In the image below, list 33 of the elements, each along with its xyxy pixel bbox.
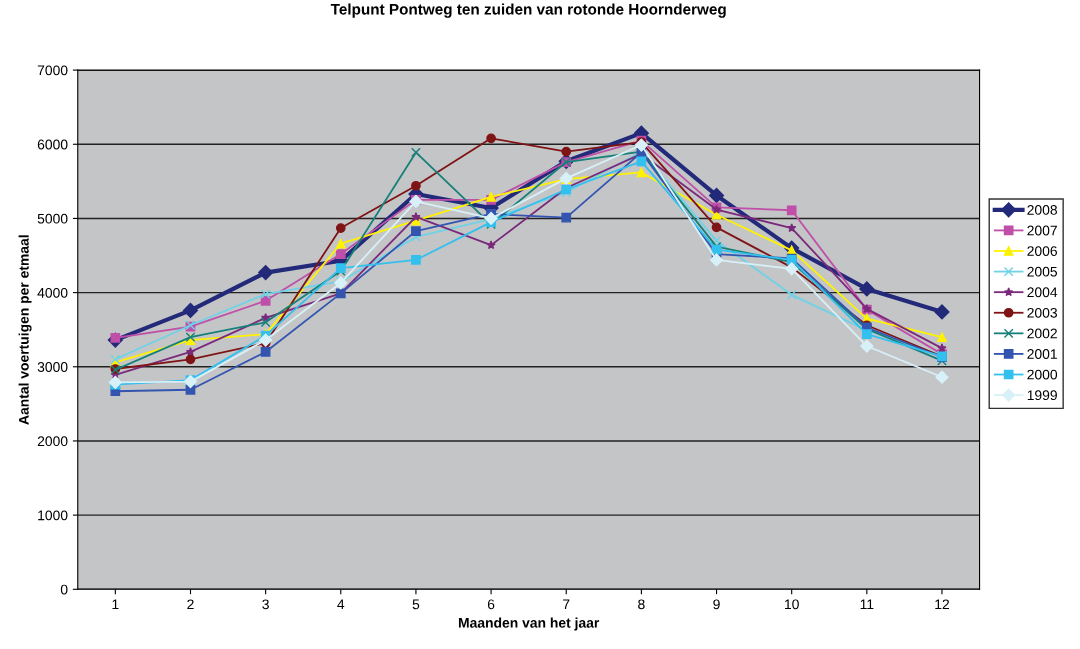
x-axis-title: Maanden van het jaar <box>458 617 600 631</box>
y-tick-label: 6000 <box>37 139 68 150</box>
legend-label: 2006 <box>1027 246 1057 256</box>
x-tick-label: 1 <box>112 599 119 610</box>
legend-label: 2001 <box>1027 349 1057 359</box>
y-tick-label: 2000 <box>37 436 68 447</box>
x-tick-label: 9 <box>713 599 720 610</box>
legend-label: 2000 <box>1027 369 1058 380</box>
legend-label: 2004 <box>1027 287 1058 298</box>
x-tick-label: 6 <box>487 599 495 610</box>
y-tick-label: 4000 <box>37 287 68 298</box>
legend-label: 2002 <box>1027 328 1057 339</box>
x-tick-label: 3 <box>262 599 269 610</box>
y-tick-label: 1000 <box>38 510 68 521</box>
chart-title: Telpunt Pontweg ten zuiden van rotonde Hoornderweg <box>330 3 726 18</box>
legend-label: 2008 <box>1027 204 1057 215</box>
legend-label: 2007 <box>1027 225 1057 236</box>
y-tick-label: 0 <box>60 584 68 595</box>
x-tick-label: 2 <box>187 599 194 610</box>
x-tick-label: 11 <box>860 599 874 610</box>
legend-label: 2005 <box>1027 266 1058 277</box>
y-tick-label: 3000 <box>37 362 68 372</box>
x-tick-label: 12 <box>935 599 950 610</box>
x-tick-label: 5 <box>412 599 420 610</box>
x-tick-label: 7 <box>563 599 570 610</box>
y-tick-label: 7000 <box>37 65 68 76</box>
legend-label: 2003 <box>1027 307 1057 318</box>
x-tick-label: 10 <box>785 599 799 610</box>
y-axis-title: Aantal voertuigen per etmaal <box>18 235 32 425</box>
y-tick-label: 5000 <box>37 213 68 224</box>
x-tick-label: 4 <box>337 599 345 610</box>
x-tick-label: 8 <box>638 599 645 610</box>
legend-label: 1999 <box>1027 390 1057 401</box>
